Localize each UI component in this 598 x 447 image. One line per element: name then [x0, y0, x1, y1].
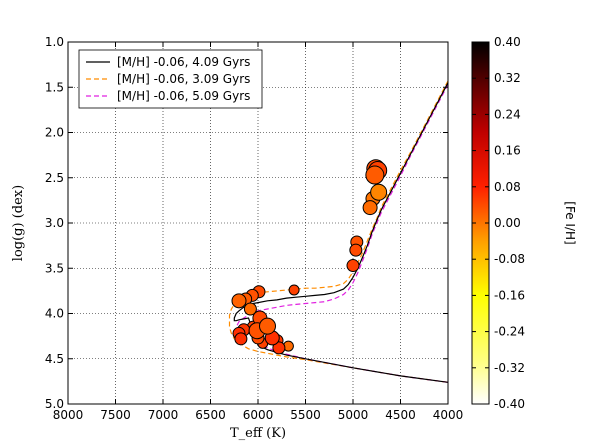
y-tick-label: 2.5 — [45, 171, 64, 185]
scatter-points — [231, 159, 388, 355]
x-axis-ticks: 8000 7500 7000 6500 6000 5500 5000 4500 4000 — [53, 42, 464, 422]
x-tick-label: 7000 — [148, 408, 179, 422]
legend-box — [78, 49, 263, 109]
star-point — [349, 243, 363, 257]
colorbar-tick-label: 0.32 — [494, 71, 521, 85]
y-axis-ticks: 1.0 1.5 2.0 2.5 3.0 3.5 4.0 4.5 5.0 — [45, 35, 448, 411]
y-tick-label: 2.0 — [45, 126, 64, 140]
colorbar-tick-label: 0.24 — [494, 107, 521, 121]
star-point — [346, 259, 360, 273]
colorbar-tick-label: -0.24 — [494, 325, 525, 339]
star-point — [243, 302, 257, 316]
colorbar-tick-label: 0.40 — [494, 35, 521, 49]
x-tick-label: 8000 — [53, 408, 84, 422]
star-point — [259, 317, 276, 335]
x-tick-label: 5000 — [338, 408, 369, 422]
colorbar: 0.40 0.32 0.24 0.16 0.08 0.00 -0.08 -0.16 -0.24 -… — [471, 35, 577, 411]
x-tick-label: 6500 — [195, 408, 226, 422]
y-tick-label: 4.0 — [45, 307, 64, 321]
y-tick-label: 1.0 — [45, 35, 64, 49]
x-tick-label: 4500 — [385, 408, 416, 422]
legend: [M/H] -0.06, 4.09 Gyrs [M/H] -0.06, 3.09 … — [78, 49, 263, 109]
star-point — [365, 165, 385, 185]
star-point — [362, 200, 378, 216]
colorbar-tick-label: 0.08 — [494, 180, 521, 194]
x-tick-label: 7500 — [100, 408, 131, 422]
star-point — [288, 284, 300, 296]
legend-label: [M/H] -0.06, 4.09 Gyrs — [117, 55, 250, 69]
x-tick-label: 6000 — [243, 408, 274, 422]
y-axis-label: log(g) (dex) — [11, 185, 26, 261]
y-tick-label: 3.5 — [45, 261, 64, 275]
star-point — [234, 332, 248, 346]
colorbar-tick-label: 0.16 — [494, 144, 521, 158]
y-tick-label: 4.5 — [45, 352, 64, 366]
y-tick-label: 5.0 — [45, 397, 64, 411]
colorbar-tick-label: -0.16 — [494, 288, 525, 302]
x-tick-label: 5500 — [290, 408, 321, 422]
x-axis-label: T_eff (K) — [230, 426, 286, 441]
isochrone-line — [228, 80, 448, 383]
star-point — [370, 183, 388, 201]
star-point — [272, 341, 286, 355]
colorbar-label: [Fe I/H] — [563, 201, 577, 244]
y-tick-label: 1.5 — [45, 80, 64, 94]
x-tick-label: 4000 — [433, 408, 464, 422]
star-point — [231, 293, 247, 309]
colorbar-tick-label: 0.00 — [494, 216, 521, 230]
colorbar-tick-label: -0.32 — [494, 361, 525, 375]
legend-label: [M/H] -0.06, 3.09 Gyrs — [117, 72, 250, 86]
colorbar-tick-label: -0.08 — [494, 252, 525, 266]
isochrone-line — [235, 84, 448, 383]
colorbar-tick-label: -0.40 — [494, 397, 525, 411]
legend-label: [M/H] -0.06, 5.09 Gyrs — [117, 89, 250, 103]
y-tick-label: 3.0 — [45, 216, 64, 230]
